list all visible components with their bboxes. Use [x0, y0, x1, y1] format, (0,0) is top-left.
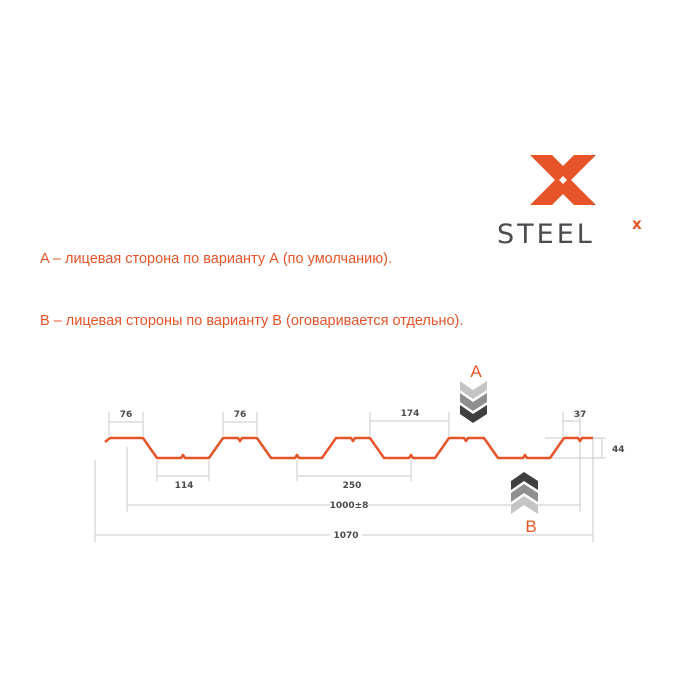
side-b-chevrons-icon	[511, 472, 538, 514]
dim-top-flange-1: 76	[120, 410, 133, 420]
side-a-chevrons-icon	[460, 381, 487, 423]
logo-superscript: x	[632, 215, 642, 233]
dim-bottom-flange: 114	[175, 481, 194, 491]
logo-x-mark	[530, 155, 596, 205]
dimension-lines	[94, 412, 606, 542]
note-side-b: В – лицевая стороны по варианту В (огова…	[40, 313, 464, 329]
side-a-label: A	[470, 362, 482, 381]
steelx-logo: STEEL x	[497, 155, 642, 250]
dim-top-span: 174	[401, 409, 420, 419]
logo-text: STEEL	[497, 219, 595, 250]
dim-height: 44	[612, 445, 625, 455]
side-b-label: B	[525, 517, 536, 536]
dim-working-width: 1000±8	[330, 501, 369, 511]
note-side-a: A – лицевая сторона по варианту А (по ум…	[40, 251, 393, 267]
dim-top-flange-2: 76	[234, 410, 247, 420]
dim-edge: 37	[574, 410, 587, 420]
dim-total-width: 1070	[333, 531, 358, 541]
dim-bottom-span: 250	[343, 481, 362, 491]
profile-outline	[104, 436, 593, 460]
